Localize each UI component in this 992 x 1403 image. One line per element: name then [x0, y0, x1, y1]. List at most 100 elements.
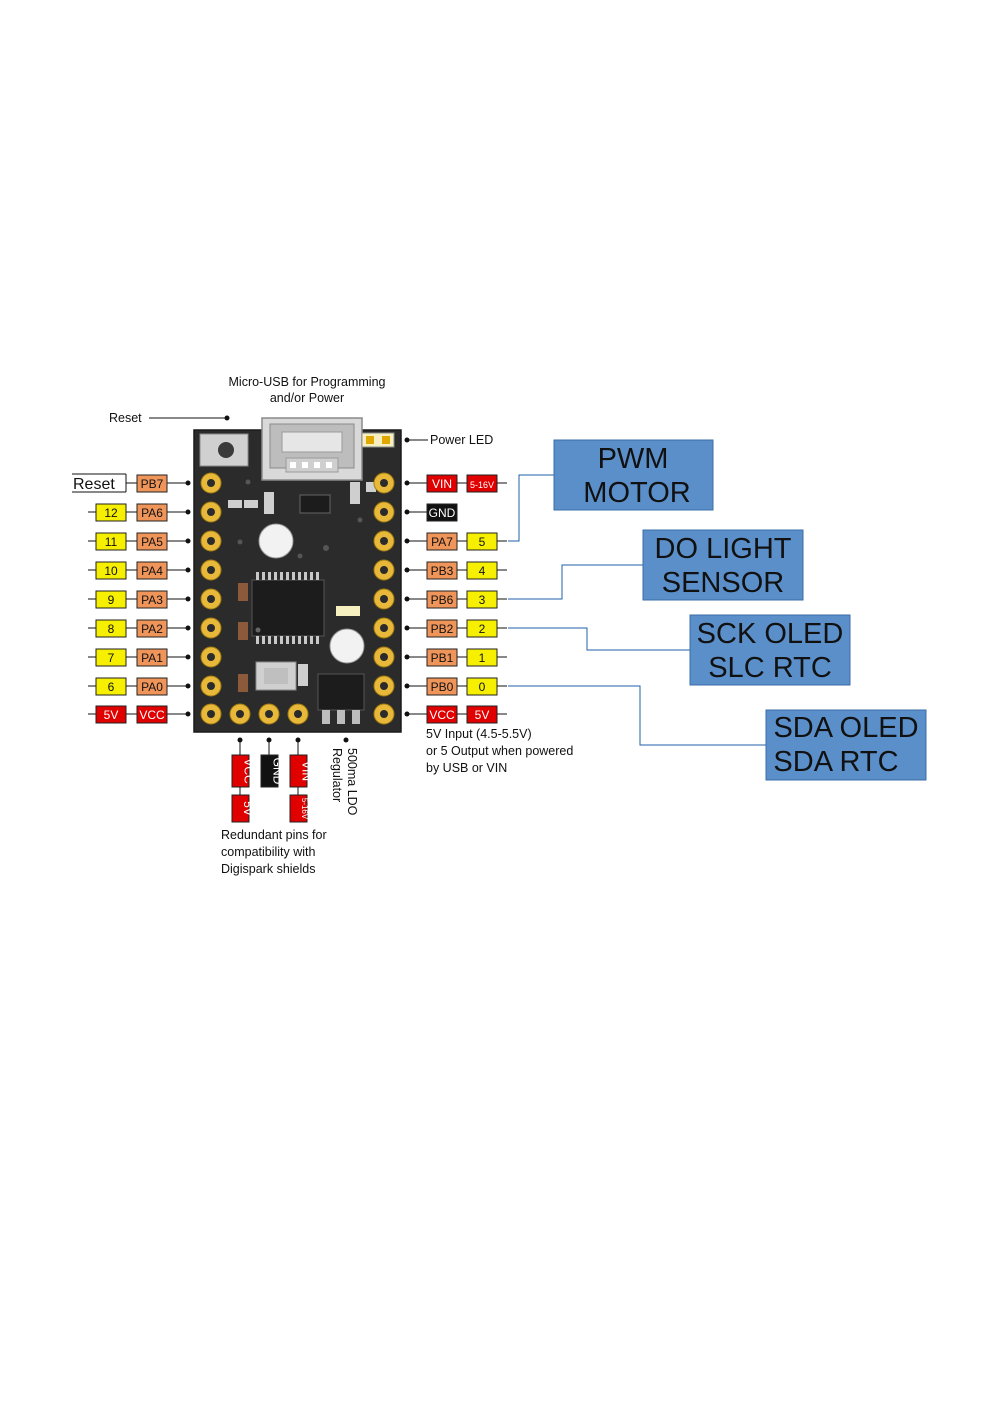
callout-line-sck: [508, 627, 690, 651]
callout-sda: SDA OLED SDA RTC: [765, 709, 927, 781]
right-pin-port: PB1: [426, 648, 458, 667]
reset-note: Reset: [109, 411, 230, 425]
bottom-pin-label-bg: [260, 754, 279, 788]
pad-left-hole-7: [207, 682, 215, 690]
left-pin-port-bg: [136, 619, 168, 638]
left-pin-number: 12: [95, 503, 127, 522]
left-pin-port-bg: [136, 532, 168, 551]
left-pin-dot: [185, 711, 191, 717]
bottom-pin-sub: 5V: [231, 794, 255, 823]
right-pin-number-text: 2: [479, 622, 486, 636]
left-pin-port-text: PB7: [141, 477, 164, 491]
left-pin-dot: [185, 654, 191, 660]
left-pin-number-bg: [95, 561, 127, 580]
pad-left-hole-8: [207, 710, 215, 718]
left-pin-row: 12 PA6: [88, 503, 191, 522]
left-pin-port-bg: [136, 561, 168, 580]
power-led-note: Power LED: [404, 433, 493, 447]
vcc-note-line2: or 5 Output when powered: [426, 744, 573, 758]
right-pin-port: PB6: [426, 590, 458, 609]
power-led: [361, 432, 395, 448]
left-pin-dot: [185, 538, 191, 544]
right-pin-port: GND: [426, 503, 458, 522]
right-pin-port-text: VIN: [432, 477, 452, 491]
left-pin-row: 5V VCC: [88, 705, 191, 724]
left-pin-port: PB7: [136, 474, 168, 493]
left-pin-number-text: 6: [108, 680, 115, 694]
left-pin-number-text: 5V: [104, 708, 119, 722]
usb-note-line1: Micro-USB for Programming: [229, 375, 386, 389]
bottom-pin-sub-text: 5-16V: [300, 798, 309, 820]
right-pin-port: PB0: [426, 677, 458, 696]
left-pin-number-text: 9: [108, 593, 115, 607]
right-pin-row: PA7 5: [404, 532, 507, 551]
left-pin-number-bg: [95, 648, 127, 667]
left-pin-reset-label: Reset: [73, 476, 115, 493]
left-pin-number-bg: [95, 590, 127, 609]
left-pin-port-text: PA1: [141, 651, 163, 665]
pad-right-hole-7: [380, 682, 388, 690]
left-pin-number: 10: [95, 561, 127, 580]
pad-right-hole-2: [380, 537, 388, 545]
left-pin-row: 10 PA4: [88, 561, 191, 580]
left-pin-number-bg: [95, 619, 127, 638]
ldo-note: 500ma LDO Regulator: [330, 737, 359, 816]
pad-left-hole-1: [207, 508, 215, 516]
passive-components: [228, 479, 376, 692]
left-pin-number-text: 10: [104, 564, 118, 578]
vcc-note-line3: by USB or VIN: [426, 761, 507, 775]
right-pin-number: 5-16V: [466, 474, 498, 493]
callout-pwm-motor-line2: MOTOR: [583, 477, 690, 509]
bottom-pin-label: VIN: [289, 754, 314, 788]
right-pin-port: PA7: [426, 532, 458, 551]
redundant-note-line1: Redundant pins for: [221, 828, 327, 842]
right-pin-number-text: 5V: [475, 708, 490, 722]
left-pin-port-text: VCC: [139, 708, 165, 722]
left-pin-row: 8 PA2: [88, 619, 191, 638]
pad-left-hole-5: [207, 624, 215, 632]
right-pin-port-text: GND: [429, 506, 456, 520]
left-pin-row: 11 PA5: [88, 532, 191, 551]
right-pin-row: PB0 0: [404, 677, 507, 696]
right-pin-port-text: VCC: [429, 708, 455, 722]
right-pin-number: 2: [466, 619, 498, 638]
left-pin-port-bg: [136, 503, 168, 522]
pad-bottom-hole-0: [236, 710, 244, 718]
left-pin-port: PA5: [136, 532, 168, 551]
ldo-note-line1: 500ma LDO: [345, 748, 359, 816]
right-pin-port-text: PA7: [431, 535, 453, 549]
left-pin-port-text: PA2: [141, 622, 163, 636]
reset-note-label: Reset: [109, 411, 142, 425]
right-pin-labels: VIN 5-16V GND PA7 5 PB3 4 PB6 3 PB2 2 PB1 1 PB0 0 VCC 5V: [404, 474, 507, 724]
left-pin-port-bg: [136, 474, 168, 493]
pad-left-hole-2: [207, 537, 215, 545]
left-pin-number-bg: [95, 503, 127, 522]
left-pin-dot: [185, 596, 191, 602]
right-pin-port: PB2: [426, 619, 458, 638]
left-pin-port-text: PA6: [141, 506, 163, 520]
right-pin-port-text: PB6: [431, 593, 454, 607]
right-pin-row: VCC 5V: [404, 705, 507, 724]
bottom-pin-label-text: VIN: [300, 761, 314, 781]
pad-left-hole-4: [207, 595, 215, 603]
redundant-note-line3: Digispark shields: [221, 862, 315, 876]
callout-pwm-motor-line1: PWM: [598, 443, 669, 475]
left-pin-port-text: PA5: [141, 535, 163, 549]
bottom-pin-label: GND: [260, 754, 285, 788]
left-pin-number-text: 12: [104, 506, 118, 520]
bottom-pin-col: VIN 5-16V: [289, 737, 314, 823]
left-pin-dot: [185, 625, 191, 631]
left-pin-number: 7: [95, 648, 127, 667]
power-led-note-label: Power LED: [430, 433, 493, 447]
callout-light-sensor: DO LIGHT SENSOR: [642, 529, 804, 601]
left-pin-port-text: PA3: [141, 593, 163, 607]
right-pin-port: VCC: [426, 705, 458, 724]
left-pin-row: 7 PA1: [88, 648, 191, 667]
left-pin-number-text: 7: [108, 651, 115, 665]
bottom-pin-sub: 5-16V: [289, 794, 309, 823]
pad-left-hole-3: [207, 566, 215, 574]
bottom-pin-labels: VCC 5V GND VIN 5-16V: [231, 737, 314, 823]
microcontroller-chip: [251, 572, 325, 644]
callout-line-light-sensor: [508, 564, 643, 600]
